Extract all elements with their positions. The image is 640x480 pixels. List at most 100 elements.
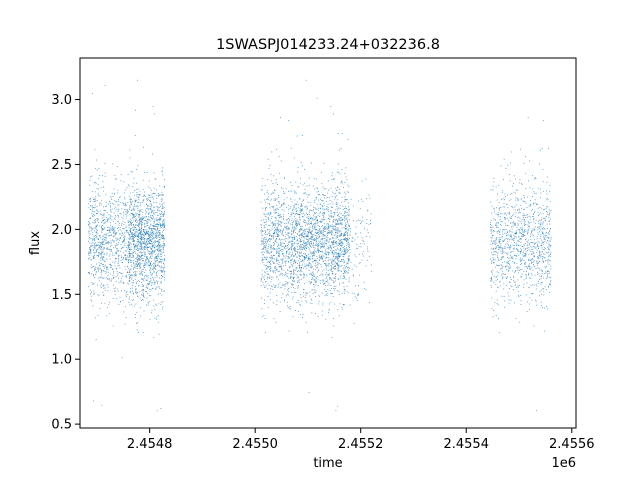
data-point	[144, 248, 145, 250]
data-point	[260, 285, 262, 287]
data-point	[133, 268, 134, 270]
data-point	[282, 269, 284, 271]
data-point	[549, 223, 551, 225]
data-point	[317, 215, 319, 216]
data-point	[337, 221, 338, 223]
data-point	[317, 250, 319, 252]
data-point	[126, 212, 128, 213]
data-point	[331, 260, 333, 262]
data-point	[268, 196, 270, 198]
data-point	[332, 207, 334, 208]
data-point	[141, 225, 143, 227]
data-point	[276, 232, 277, 234]
data-point	[297, 167, 299, 169]
data-point	[133, 282, 134, 284]
data-point	[339, 278, 341, 280]
data-point	[304, 229, 306, 230]
data-point	[124, 196, 125, 198]
data-point	[107, 286, 109, 288]
data-point	[272, 258, 274, 260]
data-point	[304, 242, 306, 244]
data-point	[550, 251, 552, 253]
data-point	[94, 204, 96, 206]
data-point	[151, 246, 153, 247]
data-point	[270, 212, 272, 214]
data-point	[305, 291, 307, 293]
data-point	[115, 237, 117, 239]
data-point	[143, 260, 145, 262]
data-point	[101, 245, 103, 247]
data-point	[311, 230, 313, 232]
data-point	[150, 255, 152, 257]
data-point	[307, 241, 309, 243]
data-point	[310, 279, 312, 281]
data-point	[331, 292, 333, 294]
data-point	[261, 297, 263, 299]
data-point	[93, 201, 95, 203]
data-point	[286, 289, 288, 291]
data-point	[263, 246, 265, 248]
data-point	[318, 225, 320, 227]
data-point	[313, 254, 315, 256]
data-point	[136, 213, 138, 215]
data-point	[345, 253, 347, 255]
data-point	[293, 231, 294, 233]
data-point	[327, 228, 329, 229]
data-point	[161, 194, 163, 196]
data-point	[110, 195, 112, 197]
data-point	[159, 261, 160, 263]
data-point	[320, 238, 322, 240]
data-point	[152, 106, 154, 107]
data-point	[103, 244, 105, 245]
data-point	[321, 213, 323, 215]
data-point	[303, 242, 305, 244]
data-point	[150, 247, 152, 249]
data-point	[112, 226, 114, 228]
data-point	[548, 233, 550, 235]
data-point	[135, 272, 136, 274]
data-point	[155, 258, 157, 259]
data-point	[291, 211, 293, 213]
data-point	[309, 232, 311, 234]
data-point	[154, 266, 155, 268]
data-point	[303, 256, 305, 258]
data-point	[324, 263, 325, 265]
data-point	[340, 231, 342, 233]
data-point	[261, 243, 263, 245]
data-point	[319, 235, 321, 237]
data-point	[110, 221, 112, 223]
data-point	[543, 277, 545, 279]
data-point	[329, 200, 331, 201]
data-point	[102, 220, 104, 222]
data-point	[103, 264, 105, 266]
data-point	[160, 408, 162, 409]
data-point	[326, 228, 328, 230]
data-point	[267, 247, 269, 249]
data-point	[294, 203, 296, 205]
data-point	[335, 209, 337, 211]
data-point	[299, 214, 300, 216]
data-point	[272, 183, 274, 184]
data-point	[136, 230, 138, 232]
data-point	[132, 235, 134, 237]
data-point	[283, 247, 285, 249]
data-point	[124, 232, 126, 234]
data-point	[278, 252, 280, 254]
data-point	[312, 235, 314, 237]
data-point	[273, 263, 275, 264]
data-point	[314, 207, 316, 209]
data-point	[280, 221, 282, 222]
data-point	[151, 228, 153, 230]
data-point	[348, 279, 350, 281]
data-point	[277, 283, 279, 285]
data-point	[371, 271, 373, 273]
data-point	[302, 274, 304, 276]
data-point	[292, 296, 294, 298]
data-point	[335, 242, 336, 244]
data-point	[151, 252, 153, 254]
data-point	[323, 279, 325, 281]
data-point	[301, 226, 303, 227]
data-point	[135, 199, 137, 201]
data-point	[152, 241, 154, 243]
data-point	[302, 264, 304, 266]
